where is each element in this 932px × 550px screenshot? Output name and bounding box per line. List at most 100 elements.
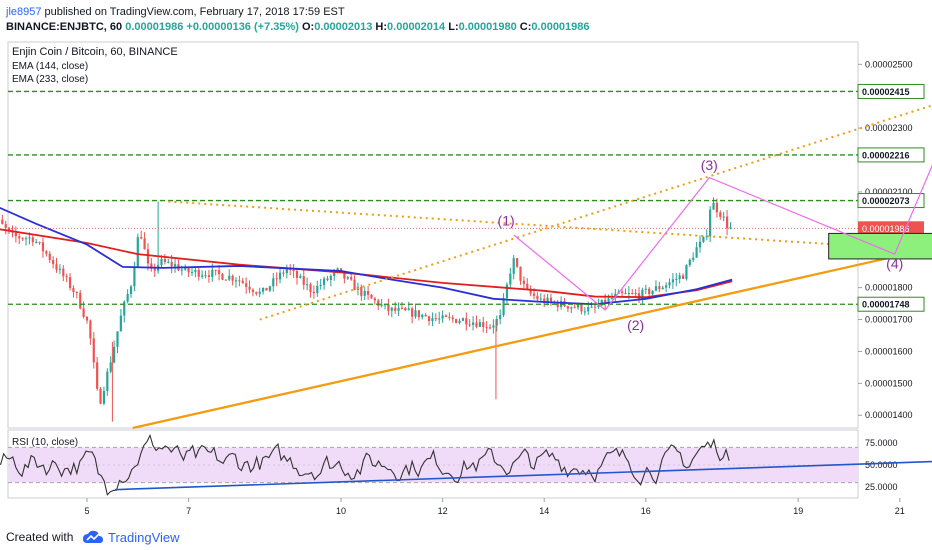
candle-body	[465, 318, 468, 325]
candle-body	[14, 232, 17, 237]
level-badge-label: 0.00002216	[862, 150, 910, 160]
candle-body	[160, 259, 163, 266]
candle-body	[519, 266, 522, 281]
candle-body	[163, 259, 166, 263]
wave-label: (3)	[701, 157, 718, 173]
created-with-text: Created with	[6, 530, 74, 544]
candle-body	[211, 269, 214, 277]
candle-body	[116, 331, 119, 347]
candle-body	[153, 268, 156, 271]
candle-body	[556, 302, 559, 307]
level-badge: 0.00002415	[857, 83, 925, 99]
candle-body	[190, 271, 194, 273]
level-badge: 0.00002073	[857, 193, 925, 209]
price-change: +0.00000136 (+7.35%)	[186, 21, 299, 33]
candle-body	[532, 293, 536, 296]
ohlc-line: BINANCE:ENJBTC, 60 0.00001986 +0.0000013…	[6, 21, 590, 33]
candle-body	[715, 202, 719, 213]
candle-body	[441, 315, 444, 319]
candle-body	[377, 300, 380, 306]
candle-body	[424, 314, 427, 317]
candle-body	[570, 307, 573, 309]
high-value: 0.00002014	[387, 21, 446, 33]
y-tick-label: 0.00001500	[865, 378, 913, 388]
candle-body	[671, 279, 674, 283]
channel-upper-dotted	[259, 104, 932, 321]
candle-body	[133, 267, 136, 287]
candle-body	[604, 299, 607, 305]
legend-ema144: EMA (144, close)	[12, 61, 88, 72]
candle-body	[238, 280, 241, 282]
low-label: L:	[448, 21, 459, 33]
candle-body	[339, 268, 343, 271]
candle-body	[136, 237, 139, 268]
candle-body	[543, 298, 546, 304]
price-pane	[7, 41, 859, 429]
low-value: 0.00001980	[458, 21, 517, 33]
candle-body	[637, 293, 641, 299]
candle-body	[434, 318, 437, 320]
candle-body	[546, 297, 549, 304]
username-link[interactable]: jle8957	[6, 6, 42, 18]
last-price: 0.00001986	[125, 21, 184, 33]
candle-body	[648, 288, 651, 295]
candle-body	[278, 272, 282, 280]
candle-body	[45, 251, 48, 254]
rsi-tick-label: 50.0000	[865, 460, 898, 470]
candle-body	[373, 298, 376, 301]
candle-body	[184, 267, 187, 270]
candle-body	[471, 322, 475, 325]
candle-body	[65, 276, 68, 278]
candle-body	[651, 290, 654, 295]
candle-body	[455, 319, 458, 323]
candle-body	[272, 278, 275, 287]
tradingview-brand[interactable]: TradingView	[108, 530, 180, 545]
candle-body	[106, 371, 109, 391]
candle-body	[390, 307, 393, 311]
candle-body	[204, 275, 207, 277]
candle-body	[167, 261, 170, 263]
candle-body	[170, 261, 173, 267]
candle-body	[587, 307, 590, 312]
open-value: 0.00002013	[314, 21, 373, 33]
price-chart[interactable]: 0.000025000.000023000.000021000.00001900…	[0, 0, 932, 522]
candle-body	[705, 236, 708, 238]
candle-body	[228, 275, 231, 280]
candle-body	[85, 316, 89, 321]
candle-body	[265, 287, 268, 291]
footer: Created with TradingView	[0, 522, 932, 550]
candle-body	[102, 390, 106, 404]
candle-body	[4, 224, 7, 228]
wave-label: (2)	[627, 317, 644, 333]
candle-body	[431, 318, 434, 322]
candle-body	[492, 325, 495, 328]
candle-body	[197, 270, 200, 277]
y-tick-label: 0.00001600	[865, 346, 913, 356]
x-tick-label: 5	[84, 506, 89, 516]
candle-body	[312, 291, 316, 294]
candle-body	[255, 292, 258, 294]
candle-body	[299, 276, 302, 278]
candle-body	[583, 311, 586, 313]
rsi-label: RSI (10, close)	[12, 437, 78, 448]
candle-body	[21, 238, 24, 240]
candle-body	[258, 291, 261, 294]
candle-body	[316, 285, 319, 294]
candle-body	[468, 324, 471, 326]
candle-body	[123, 301, 126, 316]
candle-body	[499, 315, 502, 320]
candle-body	[72, 288, 75, 293]
candle-body	[685, 265, 688, 279]
candle-body	[729, 227, 732, 229]
candle-body	[590, 306, 593, 308]
candle-body	[536, 295, 539, 300]
candle-body	[295, 271, 299, 278]
rsi-line	[0, 433, 730, 496]
candle-body	[346, 277, 349, 279]
candle-body	[92, 338, 95, 363]
wave-label: (1)	[498, 212, 515, 228]
candle-body	[234, 280, 238, 282]
close-label: C:	[519, 21, 532, 33]
candle-body	[326, 278, 329, 280]
candle-body	[526, 283, 529, 289]
